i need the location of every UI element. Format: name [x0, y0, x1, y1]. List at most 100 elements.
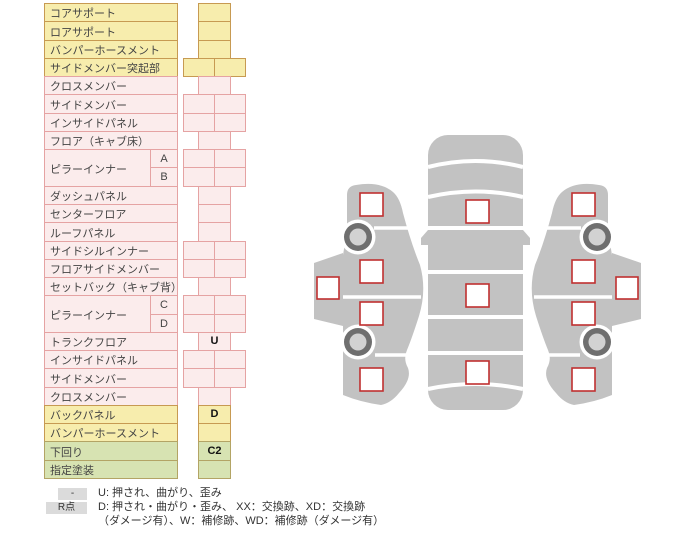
- damage-cell[interactable]: [183, 368, 215, 388]
- damage-marker-box[interactable]: [465, 360, 490, 385]
- sub-label: D: [150, 314, 178, 333]
- part-label-text: インサイドパネル: [50, 355, 138, 367]
- legend-row: （ダメージ有）、W：補修跡、WD：補修跡（ダメージ有）: [46, 515, 384, 528]
- part-label-text: コアサポート: [50, 8, 116, 20]
- damage-cell[interactable]: [198, 186, 231, 205]
- part-label: インサイドパネル: [44, 113, 178, 132]
- wheel-icon: [340, 324, 376, 360]
- damage-cell[interactable]: [198, 204, 231, 223]
- legend-text: D: 押され・曲がり・歪み、 XX：交換跡、XD：交換跡: [98, 501, 366, 513]
- damage-mark: D: [210, 408, 219, 420]
- part-label: トランクフロア: [44, 332, 178, 351]
- part-label-text: センターフロア: [50, 209, 127, 221]
- part-label: フロア（キャブ床）: [44, 131, 178, 150]
- part-label-text: バックパネル: [50, 410, 116, 422]
- part-label-text: クロスメンバー: [50, 392, 127, 404]
- damage-cell[interactable]: [183, 149, 215, 168]
- damage-cell[interactable]: [183, 167, 215, 187]
- part-label-text: フロアサイドメンバー: [50, 264, 160, 276]
- part-label: ロアサポート: [44, 21, 178, 41]
- damage-marker-box[interactable]: [359, 301, 384, 326]
- damage-marker-box[interactable]: [359, 192, 384, 217]
- damage-cell[interactable]: [183, 259, 215, 278]
- damage-mark: U: [210, 335, 219, 347]
- damage-mark: C2: [207, 444, 222, 457]
- damage-cell[interactable]: [183, 241, 215, 260]
- damage-cell[interactable]: [198, 423, 231, 442]
- damage-cell[interactable]: [214, 58, 246, 77]
- part-label-text: ダッシュパネル: [50, 191, 127, 203]
- part-label-text: フロア（キャブ床）: [50, 136, 149, 148]
- part-label-text: 指定塗装: [50, 465, 94, 477]
- mirror-icon: [421, 230, 428, 245]
- side-view-left: [314, 183, 424, 405]
- part-label: クロスメンバー: [44, 387, 178, 406]
- part-label: コアサポート: [44, 3, 178, 22]
- damage-cell[interactable]: [183, 94, 215, 114]
- damage-cell[interactable]: [214, 350, 246, 369]
- damage-cell[interactable]: [183, 58, 215, 77]
- damage-cell[interactable]: [183, 314, 215, 333]
- part-label: ダッシュパネル: [44, 186, 178, 205]
- damage-cell[interactable]: [198, 277, 231, 296]
- part-label: サイドメンバー突起部: [44, 58, 178, 77]
- top-view: [421, 135, 530, 410]
- part-label-text: ルーフパネル: [50, 227, 116, 240]
- damage-cell[interactable]: [214, 259, 246, 278]
- car-diagram: [314, 135, 643, 410]
- wheel-icon: [340, 219, 376, 255]
- damage-marker-box[interactable]: [316, 276, 340, 300]
- damage-cell[interactable]: [198, 460, 231, 479]
- part-label: サイドメンバー: [44, 368, 178, 388]
- damage-cell[interactable]: [198, 3, 231, 22]
- part-label: センターフロア: [44, 204, 178, 223]
- part-label: サイドメンバー: [44, 94, 178, 114]
- part-label: ピラーインナー: [44, 295, 151, 333]
- damage-marker-box[interactable]: [465, 283, 490, 308]
- damage-cell[interactable]: C2: [198, 441, 231, 461]
- damage-cell[interactable]: [198, 222, 231, 242]
- part-label: バックパネル: [44, 405, 178, 424]
- damage-cell[interactable]: [214, 149, 246, 168]
- damage-cell[interactable]: [198, 387, 231, 406]
- part-label: クロスメンバー: [44, 76, 178, 95]
- part-label: バンパーホースメント: [44, 423, 178, 442]
- part-label: 指定塗装: [44, 460, 178, 479]
- legend-text: U: 押され、曲がり、歪み: [98, 487, 222, 499]
- damage-marker-box[interactable]: [465, 199, 490, 224]
- damage-cell[interactable]: [198, 131, 231, 150]
- part-label: インサイドパネル: [44, 350, 178, 369]
- damage-cell[interactable]: [198, 40, 231, 59]
- part-label-text: バンパーホースメント: [50, 45, 160, 57]
- damage-cell[interactable]: [198, 21, 231, 41]
- damage-cell[interactable]: [214, 241, 246, 260]
- panel-divider: [427, 189, 524, 199]
- part-label: セットバック（キャブ背）: [44, 277, 178, 296]
- damage-cell[interactable]: [214, 314, 246, 333]
- part-label: 下回り: [44, 441, 178, 461]
- damage-cell[interactable]: [214, 295, 246, 315]
- damage-cell[interactable]: U: [198, 332, 231, 351]
- part-label-text: ロアサポート: [50, 26, 116, 39]
- part-label: ピラーインナー: [44, 149, 151, 187]
- damage-cell[interactable]: [214, 167, 246, 187]
- side-view-right: [529, 182, 643, 407]
- damage-cell[interactable]: [183, 350, 215, 369]
- damage-cell[interactable]: [214, 113, 246, 132]
- legend-row: - U: 押され、曲がり、歪み: [46, 487, 384, 500]
- sub-label: C: [150, 295, 178, 315]
- damage-cell[interactable]: D: [198, 405, 231, 424]
- damage-marker-box[interactable]: [359, 259, 384, 284]
- part-label: ルーフパネル: [44, 222, 178, 242]
- damage-cell[interactable]: [214, 94, 246, 114]
- damage-marker-box[interactable]: [359, 367, 384, 392]
- part-label-text: サイドシルインナー: [50, 246, 149, 258]
- mirror-icon: [523, 230, 530, 245]
- part-label-text: ピラーインナー: [50, 163, 127, 176]
- damage-cell[interactable]: [198, 76, 231, 95]
- damage-cell[interactable]: [214, 368, 246, 388]
- part-label-text: サイドメンバー: [50, 99, 127, 112]
- damage-cell[interactable]: [183, 113, 215, 132]
- damage-cell[interactable]: [183, 295, 215, 315]
